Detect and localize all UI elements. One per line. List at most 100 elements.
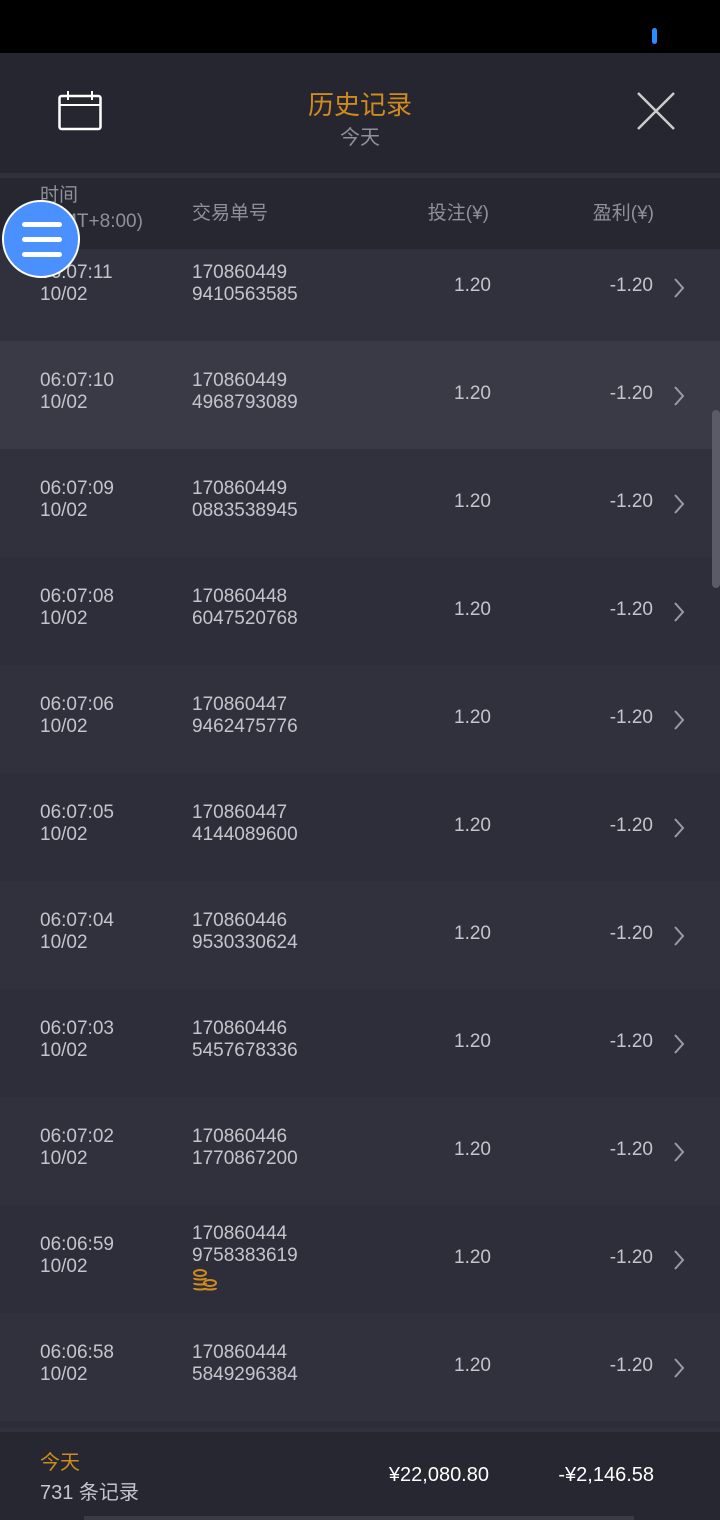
id-line-2: 6047520768 — [192, 608, 298, 629]
calendar-icon[interactable] — [58, 91, 102, 131]
row-time: 06:07:03 10/02 — [40, 1018, 114, 1062]
date-text: 10/02 — [40, 1148, 88, 1169]
row-id: 170860446 5457678336 — [192, 1018, 298, 1062]
id-line-1: 170860448 — [192, 586, 288, 607]
row-profit: -1.20 — [609, 1355, 653, 1376]
chevron-right-icon[interactable] — [672, 709, 686, 731]
chevron-right-icon[interactable] — [672, 1249, 686, 1271]
row-profit: -1.20 — [609, 1139, 653, 1160]
chevron-right-icon[interactable] — [672, 1357, 686, 1379]
row-bet: 1.20 — [454, 1247, 491, 1268]
row-id: 170860447 4144089600 — [192, 802, 298, 846]
column-bet: 投注(¥) — [427, 203, 489, 224]
row-profit: -1.20 — [609, 815, 653, 836]
row-time: 06:07:10 10/02 — [40, 370, 114, 414]
chevron-right-icon[interactable] — [672, 925, 686, 947]
date-text: 10/02 — [40, 1364, 88, 1385]
table-row[interactable]: 06:06:58 10/02 170860444 5849296384 1.20 -… — [0, 1313, 720, 1421]
id-line-2: 4968793089 — [192, 392, 298, 413]
id-line-1: 170860447 — [192, 694, 288, 715]
chevron-right-icon[interactable] — [672, 817, 686, 839]
coins-icon — [193, 1269, 217, 1291]
id-line-2: 5457678336 — [192, 1040, 298, 1061]
id-line-1: 170860449 — [192, 370, 288, 391]
row-id: 170860446 9530330624 — [192, 910, 298, 954]
chevron-right-icon[interactable] — [672, 493, 686, 515]
id-line-1: 170860449 — [192, 262, 288, 283]
row-profit: -1.20 — [609, 383, 653, 404]
close-icon[interactable] — [636, 91, 676, 131]
row-time: 06:07:04 10/02 — [40, 910, 114, 954]
id-line-2: 0883538945 — [192, 500, 298, 521]
date-text: 10/02 — [40, 392, 88, 413]
row-time: 06:07:06 10/02 — [40, 694, 114, 738]
time-text: 06:07:03 — [40, 1018, 114, 1039]
table-row[interactable]: 06:07:05 10/02 170860447 4144089600 1.20 -… — [0, 773, 720, 881]
row-id: 170860446 1770867200 — [192, 1126, 298, 1170]
date-text: 10/02 — [40, 1040, 88, 1061]
chevron-right-icon[interactable] — [672, 601, 686, 623]
row-bet: 1.20 — [454, 1031, 491, 1052]
id-line-1: 170860444 — [192, 1223, 288, 1244]
id-line-2: 9462475776 — [192, 716, 298, 737]
date-text: 10/02 — [40, 932, 88, 953]
row-id: 170860448 6047520768 — [192, 586, 298, 630]
row-bet: 1.20 — [454, 275, 491, 296]
chevron-right-icon[interactable] — [672, 1141, 686, 1163]
table-row[interactable]: 06:07:06 10/02 170860447 9462475776 1.20 -… — [0, 665, 720, 773]
total-profit: -¥2,146.58 — [558, 1464, 654, 1486]
id-line-2: 9758383619 — [192, 1245, 298, 1266]
row-bet: 1.20 — [454, 1355, 491, 1376]
id-line-2: 9410563585 — [192, 284, 298, 305]
total-bet: ¥22,080.80 — [388, 1464, 489, 1486]
id-line-2: 1770867200 — [192, 1148, 298, 1169]
row-time: 06:07:08 10/02 — [40, 586, 114, 630]
row-id: 170860449 4968793089 — [192, 370, 298, 414]
date-text: 10/02 — [40, 608, 88, 629]
column-id: 交易单号 — [192, 203, 269, 224]
table-row[interactable]: 06:07:10 10/02 170860449 4968793089 1.20 -… — [0, 341, 720, 449]
row-profit: -1.20 — [609, 599, 653, 620]
menu-fab-button[interactable] — [2, 200, 80, 278]
row-bet: 1.20 — [454, 383, 491, 404]
page-subtitle: 今天 — [340, 127, 380, 149]
date-text: 10/02 — [40, 824, 88, 845]
date-text: 10/02 — [40, 1256, 88, 1277]
time-text: 06:07:02 — [40, 1126, 114, 1147]
row-profit: -1.20 — [609, 275, 653, 296]
date-text: 10/02 — [40, 284, 88, 305]
chevron-right-icon[interactable] — [672, 385, 686, 407]
date-text: 10/02 — [40, 500, 88, 521]
row-time: 06:07:02 10/02 — [40, 1126, 114, 1170]
time-text: 06:07:04 — [40, 910, 114, 931]
scrollbar[interactable] — [712, 410, 720, 588]
row-id: 170860449 0883538945 — [192, 478, 298, 522]
time-text: 06:06:58 — [40, 1342, 114, 1363]
row-id: 170860447 9462475776 — [192, 694, 298, 738]
chevron-right-icon[interactable] — [672, 277, 686, 299]
table-row[interactable]: 06:07:11 10/02 170860449 9410563585 1.20 -… — [0, 233, 720, 341]
id-line-1: 170860446 — [192, 910, 288, 931]
row-bet: 1.20 — [454, 491, 491, 512]
id-line-1: 170860446 — [192, 1018, 288, 1039]
row-profit: -1.20 — [609, 1247, 653, 1268]
id-line-2: 4144089600 — [192, 824, 298, 845]
date-text: 10/02 — [40, 716, 88, 737]
row-bet: 1.20 — [454, 707, 491, 728]
column-profit: 盈利(¥) — [592, 203, 654, 224]
table-row[interactable]: 06:07:08 10/02 170860448 6047520768 1.20 -… — [0, 557, 720, 665]
row-time: 06:07:09 10/02 — [40, 478, 114, 522]
bottom-tabs — [84, 1516, 634, 1520]
time-text: 06:07:09 — [40, 478, 114, 499]
row-bet: 1.20 — [454, 1139, 491, 1160]
chevron-right-icon[interactable] — [672, 1033, 686, 1055]
table-row[interactable]: 06:07:02 10/02 170860446 1770867200 1.20 -… — [0, 1097, 720, 1205]
time-text: 06:06:59 — [40, 1234, 114, 1255]
table-row[interactable]: 06:07:03 10/02 170860446 5457678336 1.20 -… — [0, 989, 720, 1097]
row-time: 06:06:58 10/02 — [40, 1342, 114, 1386]
table-row[interactable]: 06:06:59 10/02 170860444 9758383619 1.20 -… — [0, 1205, 720, 1313]
status-indicator — [652, 28, 657, 44]
table-row[interactable]: 06:07:09 10/02 170860449 0883538945 1.20 -… — [0, 449, 720, 557]
row-profit: -1.20 — [609, 491, 653, 512]
table-row[interactable]: 06:07:04 10/02 170860446 9530330624 1.20 -… — [0, 881, 720, 989]
